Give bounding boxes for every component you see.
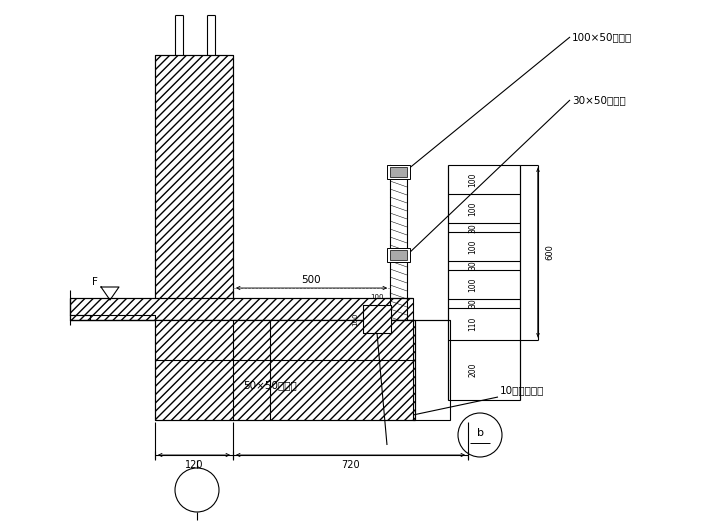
- Text: 100: 100: [469, 277, 478, 292]
- Text: 500: 500: [302, 275, 321, 285]
- Bar: [390, 250, 407, 260]
- Text: F: F: [92, 277, 98, 287]
- Text: 100: 100: [469, 239, 478, 254]
- Bar: [155, 55, 233, 310]
- Text: 30: 30: [469, 261, 478, 270]
- Text: 30×50方鈢管: 30×50方鈢管: [572, 95, 626, 105]
- Text: 200: 200: [469, 363, 478, 377]
- Text: b: b: [477, 428, 484, 438]
- Bar: [390, 167, 407, 177]
- Text: 100: 100: [469, 172, 478, 187]
- Bar: [363, 305, 391, 333]
- Text: 100: 100: [469, 201, 478, 216]
- Text: 30: 30: [469, 299, 478, 308]
- Bar: [387, 248, 410, 262]
- Bar: [413, 320, 450, 420]
- Bar: [70, 298, 413, 320]
- Text: 110: 110: [469, 317, 478, 331]
- Text: 50×50滤水管: 50×50滤水管: [243, 380, 297, 390]
- Text: 10宽塑料嵌条: 10宽塑料嵌条: [500, 385, 544, 395]
- Bar: [155, 320, 415, 420]
- Text: 100: 100: [352, 313, 358, 326]
- Text: 120: 120: [185, 460, 203, 470]
- Polygon shape: [70, 298, 155, 320]
- Text: 100: 100: [370, 294, 384, 300]
- Text: 600: 600: [546, 245, 554, 260]
- Bar: [387, 165, 410, 179]
- Text: 30: 30: [469, 223, 478, 232]
- Text: 720: 720: [341, 460, 360, 470]
- Bar: [363, 305, 391, 333]
- Text: 100×50方鈢管: 100×50方鈢管: [572, 32, 632, 42]
